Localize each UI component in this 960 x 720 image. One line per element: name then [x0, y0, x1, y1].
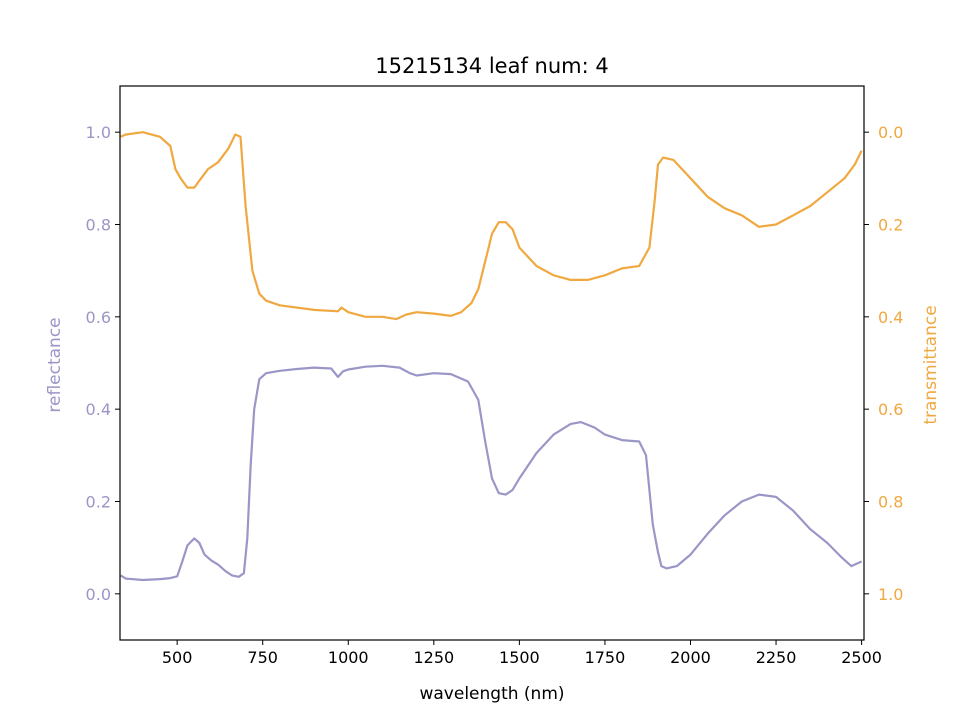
left-y-axis-ticks: 0.0 0.2 0.4 0.6 0.8 1.0 — [86, 123, 120, 604]
x-tick-label: 2250 — [756, 648, 797, 667]
left-y-tick-label: 0.6 — [86, 308, 111, 327]
x-tick-label: 1250 — [413, 648, 454, 667]
right-y-tick-label: 0.0 — [878, 123, 903, 142]
left-y-axis-label: reflectance — [45, 317, 65, 412]
reflectance-series — [120, 364, 863, 582]
transmittance-series — [120, 131, 863, 321]
x-tick-label: 2500 — [841, 648, 882, 667]
right-y-tick-label: 0.8 — [878, 493, 903, 512]
right-y-tick-label: 0.6 — [878, 400, 903, 419]
x-tick-label: 1000 — [328, 648, 369, 667]
x-tick-label: 2000 — [670, 648, 711, 667]
left-y-tick-label: 0.4 — [86, 400, 111, 419]
reflectance-line — [120, 364, 863, 582]
right-y-tick-label: 1.0 — [878, 585, 903, 604]
right-y-tick-label: 0.2 — [878, 216, 903, 235]
left-y-tick-label: 0.2 — [86, 493, 111, 512]
x-tick-label: 1750 — [585, 648, 626, 667]
plot-area — [120, 131, 863, 582]
left-y-tick-label: 0.8 — [86, 216, 111, 235]
x-tick-label: 750 — [247, 648, 278, 667]
x-axis-ticks: 500 750 1000 1250 1500 1750 2000 2250 2500 — [162, 640, 882, 667]
chart-title: 15215134 leaf num: 4 — [375, 54, 608, 78]
left-y-tick-label: 0.0 — [86, 585, 111, 604]
right-y-axis-label: transmittance — [921, 305, 941, 424]
right-y-tick-label: 0.4 — [878, 308, 903, 327]
transmittance-line — [120, 131, 863, 321]
left-y-tick-label: 1.0 — [86, 123, 111, 142]
x-axis-label: wavelength (nm) — [419, 684, 564, 704]
plot-frame — [119, 85, 865, 641]
x-tick-label: 1500 — [499, 648, 540, 667]
right-y-axis-ticks: 0.0 0.2 0.4 0.6 0.8 1.0 — [864, 123, 903, 604]
x-tick-label: 500 — [162, 648, 193, 667]
